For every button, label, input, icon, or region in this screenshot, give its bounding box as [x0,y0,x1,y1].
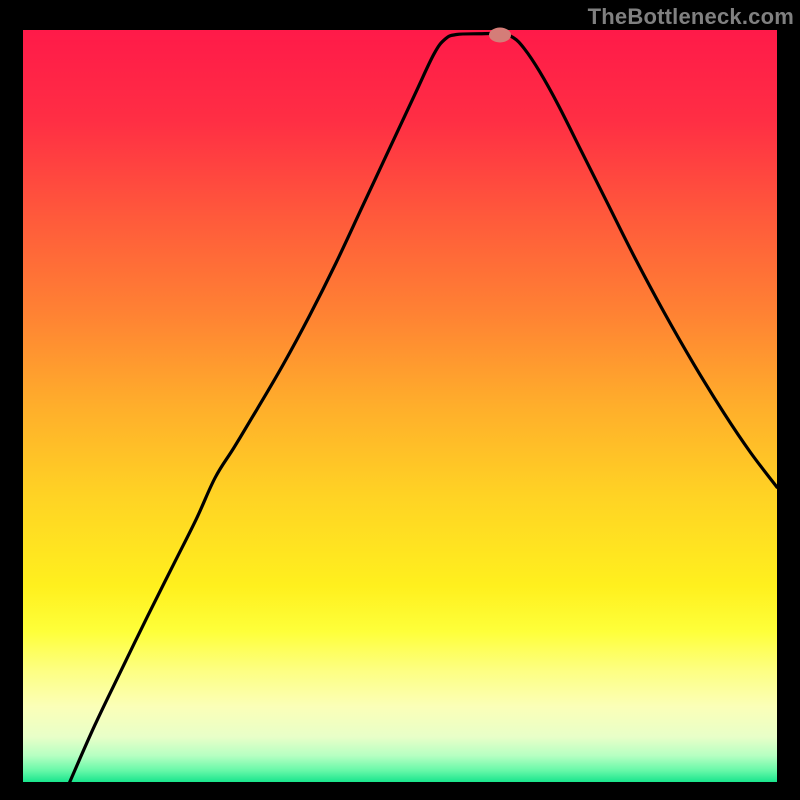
bottleneck-curve [70,33,777,782]
optimum-marker [489,27,511,42]
plot-area [23,30,777,782]
watermark-text: TheBottleneck.com [588,4,794,30]
curve-layer [23,30,777,782]
figure-frame: TheBottleneck.com [0,0,800,800]
